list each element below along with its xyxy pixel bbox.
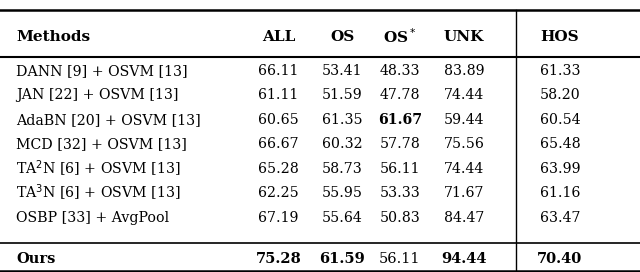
Text: OS$^*$: OS$^*$ [383,27,417,46]
Text: 65.48: 65.48 [540,137,580,151]
Text: 70.40: 70.40 [538,252,582,266]
Text: 63.99: 63.99 [540,162,580,176]
Text: 61.11: 61.11 [259,88,298,102]
Text: 62.25: 62.25 [258,186,299,200]
Text: 60.65: 60.65 [258,113,299,127]
Text: 74.44: 74.44 [444,162,484,176]
Text: AdaBN [20] + OSVM [13]: AdaBN [20] + OSVM [13] [16,113,201,127]
Text: MCD [32] + OSVM [13]: MCD [32] + OSVM [13] [16,137,187,151]
Text: 63.47: 63.47 [540,211,580,225]
Text: UNK: UNK [444,30,484,44]
Text: 56.11: 56.11 [380,252,420,266]
Text: 65.28: 65.28 [258,162,299,176]
Text: 55.95: 55.95 [322,186,363,200]
Text: 56.11: 56.11 [380,162,420,176]
Text: 53.41: 53.41 [322,64,363,78]
Text: OS: OS [330,30,355,44]
Text: 51.59: 51.59 [322,88,363,102]
Text: JAN [22] + OSVM [13]: JAN [22] + OSVM [13] [16,88,179,102]
Text: 57.78: 57.78 [380,137,420,151]
Text: 67.19: 67.19 [258,211,299,225]
Text: OSBP [33] + AvgPool: OSBP [33] + AvgPool [16,211,169,225]
Text: 61.16: 61.16 [540,186,580,200]
Text: 83.89: 83.89 [444,64,484,78]
Text: 60.32: 60.32 [322,137,363,151]
Text: Ours: Ours [16,252,56,266]
Text: 61.67: 61.67 [378,113,422,127]
Text: 53.33: 53.33 [380,186,420,200]
Text: 58.20: 58.20 [540,88,580,102]
Text: 61.35: 61.35 [322,113,363,127]
Text: 75.56: 75.56 [444,137,484,151]
Text: 55.64: 55.64 [322,211,363,225]
Text: 84.47: 84.47 [444,211,484,225]
Text: 59.44: 59.44 [444,113,484,127]
Text: 66.11: 66.11 [258,64,299,78]
Text: Methods: Methods [16,30,90,44]
Text: TA$^3$N [6] + OSVM [13]: TA$^3$N [6] + OSVM [13] [16,183,180,203]
Text: 50.83: 50.83 [380,211,420,225]
Text: 66.67: 66.67 [258,137,299,151]
Text: 58.73: 58.73 [322,162,363,176]
Text: 47.78: 47.78 [380,88,420,102]
Text: HOS: HOS [541,30,579,44]
Text: 94.44: 94.44 [441,252,487,266]
Text: DANN [9] + OSVM [13]: DANN [9] + OSVM [13] [16,64,188,78]
Text: TA$^2$N [6] + OSVM [13]: TA$^2$N [6] + OSVM [13] [16,159,180,179]
Text: 71.67: 71.67 [444,186,484,200]
Text: 61.59: 61.59 [319,252,365,266]
Text: 74.44: 74.44 [444,88,484,102]
Text: 60.54: 60.54 [540,113,580,127]
Text: 48.33: 48.33 [380,64,420,78]
Text: 61.33: 61.33 [540,64,580,78]
Text: 75.28: 75.28 [255,252,301,266]
Text: ALL: ALL [262,30,295,44]
